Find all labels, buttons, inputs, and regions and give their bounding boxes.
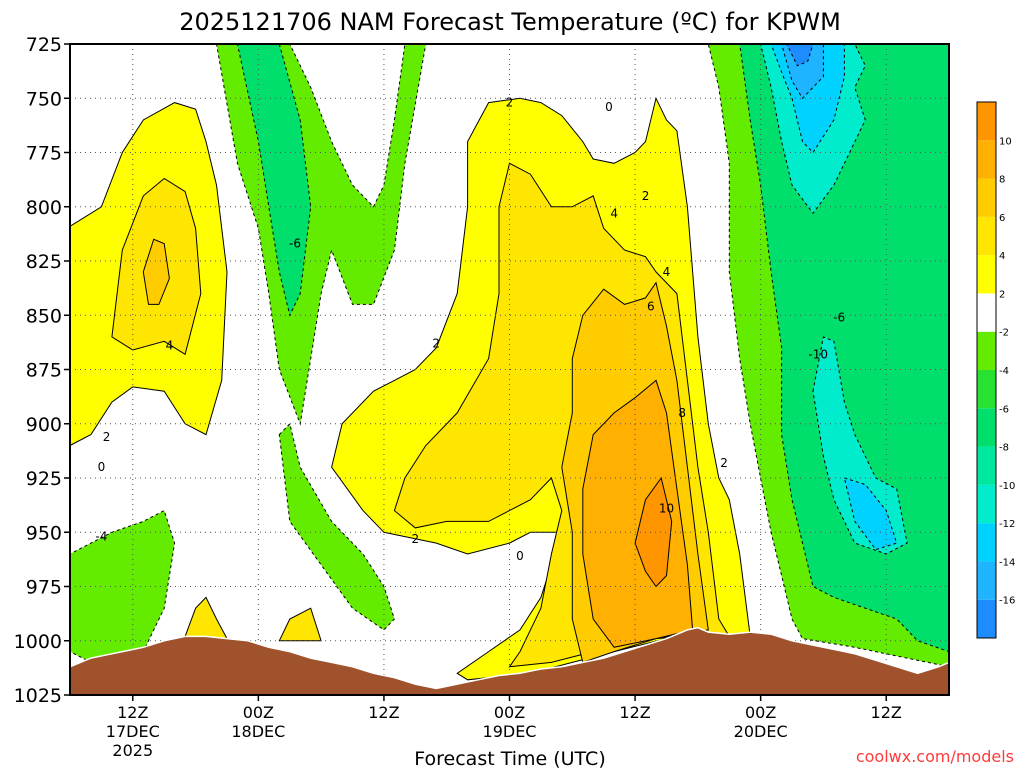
colorbar-segment-11 [977, 178, 996, 217]
plot-area: 2 0 4 2 -6 4 6 -6 4 2 -10 8 2 2 0 10 -4 2 0 [70, 44, 949, 695]
y-tick-label-725: 725 [26, 34, 62, 56]
contour-label-12: 2 [103, 430, 111, 444]
colorbar-label-1: -14 [999, 557, 1015, 568]
x-tick-label-66: 00Z [745, 703, 776, 722]
colorbar-label-5: -6 [999, 404, 1009, 415]
temp-region-plus8-8 [582, 379, 694, 648]
colorbar-label-4: -8 [999, 443, 1009, 454]
y-tick-label-1000: 1000 [14, 631, 62, 653]
x-axis-title: Forecast Time (UTC) [414, 748, 605, 768]
contour-label-14: 0 [98, 460, 106, 474]
temp-region-minus16-19 [786, 44, 814, 67]
contour-label-1: 0 [605, 100, 613, 114]
x-tick-label-18: 00Z [243, 703, 274, 722]
temp-region-plus10-9 [634, 476, 673, 588]
contour-label-13: 2 [720, 456, 728, 470]
watermark-text: coolwx.com/models [856, 747, 1014, 766]
y-tick-label-1025: 1025 [14, 685, 62, 707]
temp-region-minus10-20 [812, 336, 908, 555]
x-tick-date-42: 19DEC [483, 722, 537, 741]
y-tick-label-875: 875 [26, 360, 62, 382]
y-tick-label-825: 825 [26, 251, 62, 273]
colorbar-label-11: 8 [999, 175, 1005, 186]
colorbar-label-8: 2 [999, 289, 1005, 300]
contour-label-9: 2 [432, 336, 440, 350]
x-tick-label-42: 00Z [494, 703, 525, 722]
colorbar-label-9: 4 [999, 251, 1005, 262]
x-tick-label-30: 12Z [368, 703, 399, 722]
x-tick-year-6: 2025 [112, 741, 153, 760]
colorbar-label-2: -12 [999, 519, 1015, 530]
colorbar-label-12: 10 [999, 136, 1012, 147]
x-tick-date-18: 18DEC [231, 722, 285, 741]
temperature-fill-layer [70, 44, 949, 681]
colorbar-segment-8 [977, 293, 996, 332]
colorbar-segment-6 [977, 370, 996, 409]
y-tick-label-800: 800 [26, 197, 62, 219]
colorbar-segment-3 [977, 484, 996, 524]
temp-region-plus6-2 [142, 238, 170, 305]
contour-label-18: 0 [516, 549, 524, 563]
contour-label-4: -6 [289, 237, 301, 251]
x-tick-label-54: 12Z [619, 703, 650, 722]
y-tick-label-975: 975 [26, 577, 62, 599]
x-tick-label-78: 12Z [871, 703, 902, 722]
y-tick-label-900: 900 [26, 414, 62, 436]
temp-region-minus12-21 [843, 477, 898, 551]
colorbar-label-10: 6 [999, 213, 1005, 224]
x-tick-date-6: 17DEC [106, 722, 160, 741]
contour-label-8: 4 [166, 339, 174, 353]
y-tick-label-775: 775 [26, 143, 62, 165]
colorbar-frame [976, 101, 997, 639]
y-tick-label-925: 925 [26, 468, 62, 490]
x-tick-date-66: 20DEC [734, 722, 788, 741]
contour-label-16: -4 [95, 530, 107, 544]
temp-region-minus6-4 [236, 44, 312, 317]
y-tick-label-850: 850 [26, 305, 62, 327]
contour-label-2: 4 [610, 206, 618, 220]
colorbar: -16 -14 -12 -10 -8 -6 -4 -2 2 4 6 8 10 [976, 101, 1015, 639]
colorbar-segment-5 [977, 408, 996, 447]
colorbar-label-0: -16 [999, 596, 1015, 607]
colorbar-segment-12 [977, 140, 996, 179]
colorbar-segment-7 [977, 331, 996, 370]
contour-label-11: 8 [678, 406, 686, 420]
grid-layer [70, 44, 949, 695]
colorbar-segment-2 [977, 523, 996, 562]
temp-region-minus14-18 [781, 44, 824, 100]
contour-labels-layer: 2 0 4 2 -6 4 6 -6 4 2 -10 8 2 2 0 10 -4 2 0 [95, 96, 845, 564]
colorbar-segment-0 [977, 599, 996, 638]
contour-label-5: 4 [663, 265, 671, 279]
terrain-surface [70, 626, 949, 695]
chart-title: 2025121706 NAM Forecast Temperature (ºC)… [179, 8, 841, 36]
colorbar-label-3: -10 [999, 481, 1015, 492]
contour-label-10: -10 [808, 347, 828, 361]
contour-label-15: 10 [659, 501, 674, 515]
contour-label-7: -6 [833, 310, 845, 324]
y-axis: 725 750 775 800 825 850 875 900 925 950 975 1000 102… [14, 34, 70, 707]
colorbar-label-7: -2 [999, 328, 1009, 339]
colorbar-segment-4 [977, 446, 996, 485]
contour-label-0: 2 [506, 96, 514, 110]
colorbar-segment-13 [977, 102, 996, 141]
contour-label-3: 2 [642, 189, 650, 203]
colorbar-segment-9 [977, 255, 996, 294]
y-tick-label-750: 750 [26, 88, 62, 110]
colorbar-segment-1 [977, 561, 996, 600]
colorbar-label-6: -4 [999, 366, 1009, 377]
temp-region-minus4-13 [278, 422, 395, 631]
x-tick-label-6: 12Z [117, 703, 148, 722]
contour-label-6: 6 [647, 300, 655, 314]
colorbar-segment-10 [977, 216, 996, 256]
temp-region-plus4-11 [278, 607, 322, 642]
y-tick-label-950: 950 [26, 522, 62, 544]
contour-label-17: 2 [412, 532, 420, 546]
